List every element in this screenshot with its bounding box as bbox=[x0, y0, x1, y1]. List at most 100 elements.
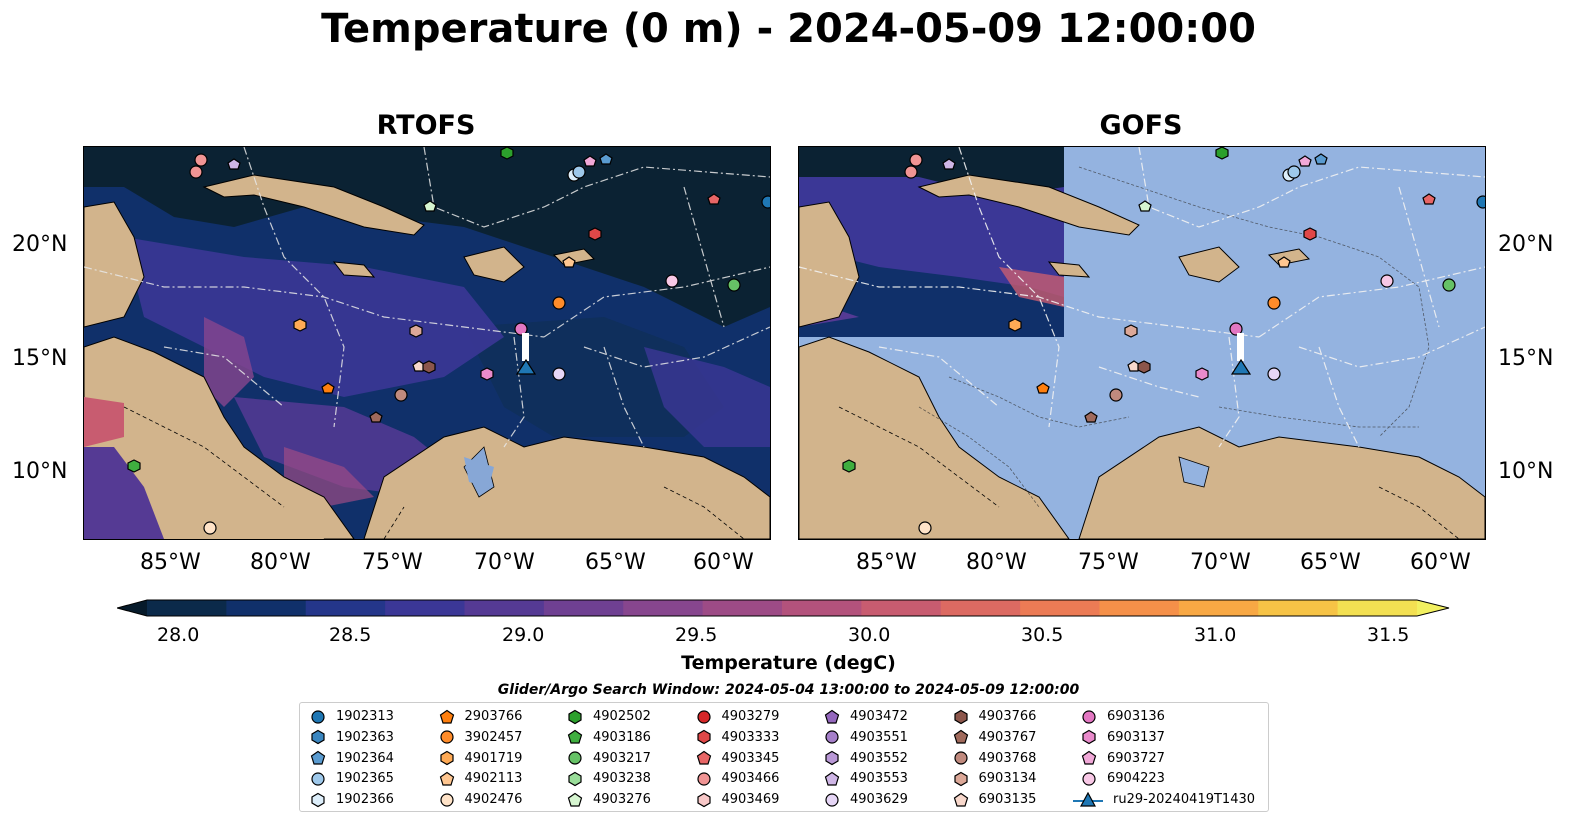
legend-label: 1902365 bbox=[336, 771, 394, 787]
colorbar-segment bbox=[226, 600, 307, 616]
legend-item: 4903238 bbox=[567, 769, 651, 788]
legend-label: 4903469 bbox=[721, 792, 780, 808]
colorbar-title: Temperature (degC) bbox=[681, 652, 896, 674]
left-xlabel-65w: 65°W bbox=[585, 550, 646, 575]
right-xlabel-80w: 80°W bbox=[966, 550, 1027, 575]
legend-item: 4903551 bbox=[824, 728, 908, 747]
legend-item: 1902364 bbox=[310, 749, 394, 768]
colorbar-extend-min bbox=[117, 600, 147, 616]
colorbar-tick-30-5: 30.5 bbox=[1021, 624, 1064, 646]
colorbar-segment bbox=[782, 600, 862, 616]
legend-item: 2903766 bbox=[439, 707, 522, 726]
colorbar-segment bbox=[543, 600, 624, 616]
legend-item: 6903135 bbox=[953, 790, 1036, 809]
legend-label: ru29-20240419T1430 bbox=[1113, 792, 1256, 808]
right-xlabel-70w: 70°W bbox=[1190, 550, 1251, 575]
legend-item: 6903727 bbox=[1081, 749, 1165, 768]
colorbar-tick-28-0: 28.0 bbox=[157, 624, 200, 646]
legend-label: 4903466 bbox=[721, 771, 780, 787]
colorbar-tick-29-5: 29.5 bbox=[675, 624, 718, 646]
panel-title-rtofs: RTOFS bbox=[376, 110, 476, 141]
legend-label: 6903727 bbox=[1107, 750, 1165, 766]
legend-item: 4903186 bbox=[567, 728, 651, 747]
legend-label: 4903767 bbox=[978, 729, 1037, 745]
colorbar bbox=[117, 599, 1450, 617]
legend-item: 4903768 bbox=[953, 749, 1036, 768]
colorbar-tick-31-0: 31.0 bbox=[1194, 624, 1237, 646]
rtofs-map bbox=[83, 146, 771, 540]
legend-item: 4903767 bbox=[953, 728, 1037, 747]
legend-item: 4903279 bbox=[696, 707, 780, 726]
legend-item: 1902313 bbox=[310, 707, 394, 726]
legend-label: 1902363 bbox=[336, 729, 394, 745]
figure-title: Temperature (0 m) - 2024-05-09 12:00:00 bbox=[321, 6, 1256, 52]
legend-item: 4903629 bbox=[824, 790, 908, 809]
legend-item: 6904223 bbox=[1081, 769, 1165, 788]
legend-item: 4903333 bbox=[696, 728, 780, 747]
legend-title: Glider/Argo Search Window: 2024-05-04 13… bbox=[497, 682, 1080, 698]
colorbar-tick-31-5: 31.5 bbox=[1367, 624, 1410, 646]
colorbar-extend-max bbox=[1417, 600, 1449, 616]
legend-label: 4903552 bbox=[850, 750, 908, 766]
legend-item: 3902457 bbox=[439, 728, 523, 747]
colorbar-segment bbox=[464, 600, 545, 616]
colorbar-tick-30-0: 30.0 bbox=[848, 624, 891, 646]
right-ylabel-10n: 10°N bbox=[1498, 459, 1554, 484]
legend-label: 6903134 bbox=[978, 771, 1037, 787]
left-ylabel-15n: 15°N bbox=[12, 346, 68, 371]
legend-label: 6903137 bbox=[1107, 729, 1165, 745]
legend-label: 4903345 bbox=[721, 750, 780, 766]
legend-label: 4903629 bbox=[850, 792, 908, 808]
legend-label: 4903472 bbox=[850, 709, 908, 724]
legend-item: 6903134 bbox=[953, 769, 1037, 788]
legend-item: 4902502 bbox=[567, 707, 651, 726]
legend-item: ru29-20240419T1430 bbox=[1073, 790, 1255, 809]
right-xlabel-65w: 65°W bbox=[1300, 550, 1361, 575]
legend-label: 3902457 bbox=[464, 729, 523, 745]
colorbar-outline bbox=[117, 599, 1450, 617]
legend-item: 4903276 bbox=[567, 790, 651, 809]
legend-label: 4903553 bbox=[850, 771, 908, 787]
legend-item: 1902365 bbox=[310, 769, 394, 788]
legend-item: 4903552 bbox=[824, 749, 908, 768]
legend-label: 4903551 bbox=[850, 729, 908, 745]
colorbar-segment bbox=[1020, 600, 1100, 616]
legend-label: 1902364 bbox=[336, 750, 394, 766]
legend-item: 4903553 bbox=[824, 769, 908, 788]
legend-label: 4903238 bbox=[593, 771, 651, 787]
left-xlabel-80w: 80°W bbox=[250, 550, 311, 575]
legend-item: 4901719 bbox=[439, 749, 523, 768]
colorbar-segment bbox=[147, 600, 227, 616]
colorbar-segment bbox=[940, 600, 1021, 616]
legend-item: 4903217 bbox=[567, 749, 651, 768]
legend-label: 4902113 bbox=[464, 771, 523, 787]
legend-item: 4902113 bbox=[439, 769, 523, 788]
legend-label: 4903186 bbox=[593, 729, 651, 745]
legend-label: 4901719 bbox=[464, 750, 523, 766]
legend-label: 4903333 bbox=[721, 729, 780, 745]
right-ylabel-20n: 20°N bbox=[1498, 232, 1554, 257]
colorbar-segment bbox=[1258, 600, 1339, 616]
left-xlabel-75w: 75°W bbox=[362, 550, 423, 575]
colorbar-segment bbox=[385, 600, 465, 616]
colorbar-segment bbox=[1099, 600, 1180, 616]
legend: 1902313 1902363 1902364 1902365 1902366 29037… bbox=[299, 702, 1269, 812]
left-ylabel-20n: 20°N bbox=[12, 232, 68, 257]
colorbar-segment bbox=[1337, 600, 1418, 616]
legend-label: 4903217 bbox=[593, 750, 651, 766]
legend-label: 4903279 bbox=[721, 709, 780, 724]
legend-item: 4903766 bbox=[953, 707, 1036, 726]
legend-label: 4903276 bbox=[593, 792, 651, 808]
right-xlabel-75w: 75°W bbox=[1078, 550, 1139, 575]
legend-label: 4902476 bbox=[464, 792, 523, 808]
right-xlabel-60w: 60°W bbox=[1410, 550, 1471, 575]
legend-label: 6904223 bbox=[1107, 771, 1165, 787]
gofs-map bbox=[798, 146, 1486, 540]
colorbar-tick-28-5: 28.5 bbox=[329, 624, 372, 646]
legend-item: 4903466 bbox=[696, 769, 780, 788]
colorbar-segment bbox=[305, 600, 386, 616]
legend-label: 1902313 bbox=[336, 709, 394, 724]
colorbar-segment bbox=[623, 600, 704, 616]
right-ylabel-15n: 15°N bbox=[1498, 346, 1554, 371]
right-xlabel-85w: 85°W bbox=[856, 550, 917, 575]
